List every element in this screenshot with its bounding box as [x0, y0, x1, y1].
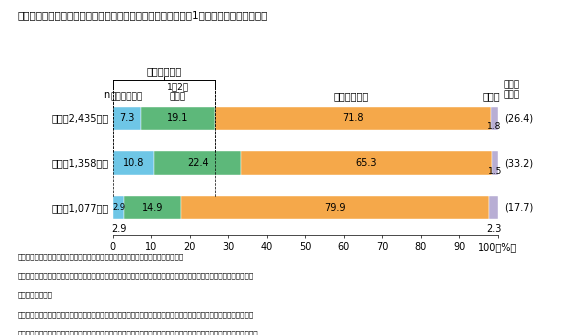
- Text: (26.4): (26.4): [504, 113, 533, 123]
- Text: 22.4: 22.4: [187, 158, 208, 168]
- Text: るいは、あなた若しくはあなたの家族に危害が加えられるのではないかと恐怖を感じるような脅迫を受けた。: るいは、あなた若しくはあなたの家族に危害が加えられるのではないかと恐怖を感じるよ…: [17, 331, 258, 335]
- Text: 10.8: 10.8: [123, 158, 144, 168]
- Text: 1.5: 1.5: [488, 166, 502, 176]
- Bar: [113, 151, 155, 175]
- Text: 19.1: 19.1: [167, 113, 189, 123]
- Bar: [113, 107, 141, 130]
- Text: た。: た。: [17, 292, 52, 298]
- Text: あった
（計）: あった （計）: [504, 80, 520, 99]
- Text: 総数（2,435人）: 総数（2,435人）: [52, 113, 109, 123]
- Bar: [491, 107, 498, 130]
- Bar: [492, 151, 498, 175]
- Text: 71.8: 71.8: [342, 113, 364, 123]
- Text: 女性（1,358人）: 女性（1,358人）: [52, 158, 109, 168]
- Bar: [181, 196, 489, 219]
- Bar: [124, 196, 181, 219]
- Bar: [241, 151, 492, 175]
- Text: 65.3: 65.3: [356, 158, 377, 168]
- Text: (17.7): (17.7): [504, 203, 533, 213]
- Text: ３．心理的攻撃：人格を否定するような暴言や交友関係を細かく監視するなどの精神的な嫌がらせを受けた。あ: ３．心理的攻撃：人格を否定するような暴言や交友関係を細かく監視するなどの精神的な…: [17, 311, 254, 318]
- Text: 2.3: 2.3: [486, 224, 501, 234]
- Text: 14.9: 14.9: [142, 203, 163, 213]
- Bar: [141, 107, 215, 130]
- Text: まったくない: まったくない: [334, 91, 369, 102]
- Text: 1、2度
あった: 1、2度 あった: [167, 83, 189, 102]
- Text: (33.2): (33.2): [504, 158, 533, 168]
- Text: 79.9: 79.9: [324, 203, 346, 213]
- Text: あった（計）: あった（計）: [146, 66, 181, 76]
- Bar: [155, 151, 241, 175]
- Text: 無回答: 無回答: [482, 91, 500, 102]
- Text: （備考）１．内閣府「男女間における暴力に関する調査」（平成２０年）より作成。: （備考）１．内閣府「男女間における暴力に関する調査」（平成２０年）より作成。: [17, 253, 184, 260]
- Bar: [113, 196, 124, 219]
- Bar: [489, 196, 498, 219]
- Text: 何度もあった: 何度もあった: [111, 92, 143, 102]
- Text: n: n: [103, 89, 109, 99]
- Text: 7.3: 7.3: [119, 113, 135, 123]
- Text: 2.9: 2.9: [112, 203, 125, 212]
- Text: 1.8: 1.8: [488, 122, 501, 131]
- Bar: [215, 107, 491, 130]
- Text: ２．身体的暴行：殴ったり、けったり、物を投げつけたり、突き飛ばしたりするなどの身体に対する暴行を受け: ２．身体的暴行：殴ったり、けったり、物を投げつけたり、突き飛ばしたりするなどの身…: [17, 272, 254, 279]
- Text: 2.9: 2.9: [111, 224, 126, 234]
- Text: 男性（1,077人）: 男性（1,077人）: [52, 203, 109, 213]
- Text: 「身体的暴行」、「心理的攻撃」、「性的強要」のいずれかを1つでも受けたことがある: 「身体的暴行」、「心理的攻撃」、「性的強要」のいずれかを1つでも受けたことがある: [17, 10, 267, 20]
